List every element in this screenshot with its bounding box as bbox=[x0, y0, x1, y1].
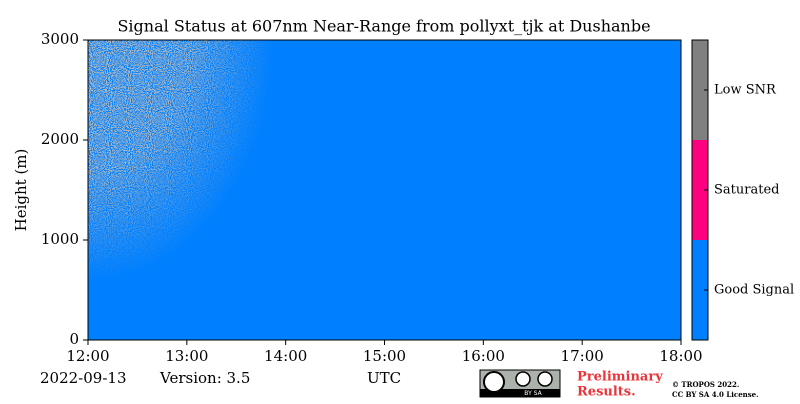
copyright: CC BY SA 4.0 License. bbox=[672, 390, 759, 399]
date: 2022-09-13 bbox=[40, 369, 126, 387]
low-snr-texture bbox=[88, 40, 681, 340]
x-tick-label: 17:00 bbox=[561, 347, 604, 365]
x-tick-label: 15:00 bbox=[363, 347, 406, 365]
y-tick-label: 1000 bbox=[41, 230, 79, 248]
x-tick-label: 16:00 bbox=[462, 347, 505, 365]
chart-title: Signal Status at 607nm Near-Range from p… bbox=[117, 17, 650, 36]
y-tick-label: 2000 bbox=[41, 130, 79, 148]
x-tick-label: 12:00 bbox=[66, 347, 109, 365]
legend-label: Good Signal bbox=[714, 283, 794, 298]
y-axis-label: Height (m) bbox=[12, 149, 30, 232]
x-tick-label: 13:00 bbox=[165, 347, 208, 365]
legend-label: Saturated bbox=[714, 183, 779, 198]
badge-text: BY SA bbox=[524, 390, 542, 397]
legend-swatch bbox=[692, 140, 708, 240]
legend-label: Low SNR bbox=[714, 83, 777, 98]
y-tick-label: 3000 bbox=[41, 30, 79, 48]
x-tick-label: 18:00 bbox=[659, 347, 702, 365]
cc-icon bbox=[483, 371, 505, 393]
y-tick-label: 0 bbox=[69, 330, 79, 348]
version: Version: 3.5 bbox=[159, 369, 250, 387]
note: Results. bbox=[577, 385, 636, 400]
copyright: © TROPOS 2022. bbox=[672, 380, 739, 389]
legend-swatch bbox=[692, 240, 708, 340]
legend-swatch bbox=[692, 40, 708, 140]
by-icon bbox=[515, 371, 531, 387]
note: Preliminary bbox=[577, 370, 663, 385]
colorbar-frame bbox=[691, 39, 709, 341]
badge-strip bbox=[480, 389, 560, 397]
cc-badge: BY SA bbox=[479, 369, 561, 398]
x-tick-label: 14:00 bbox=[264, 347, 307, 365]
sa-icon bbox=[537, 371, 553, 387]
x-axis-label: UTC bbox=[367, 369, 401, 387]
